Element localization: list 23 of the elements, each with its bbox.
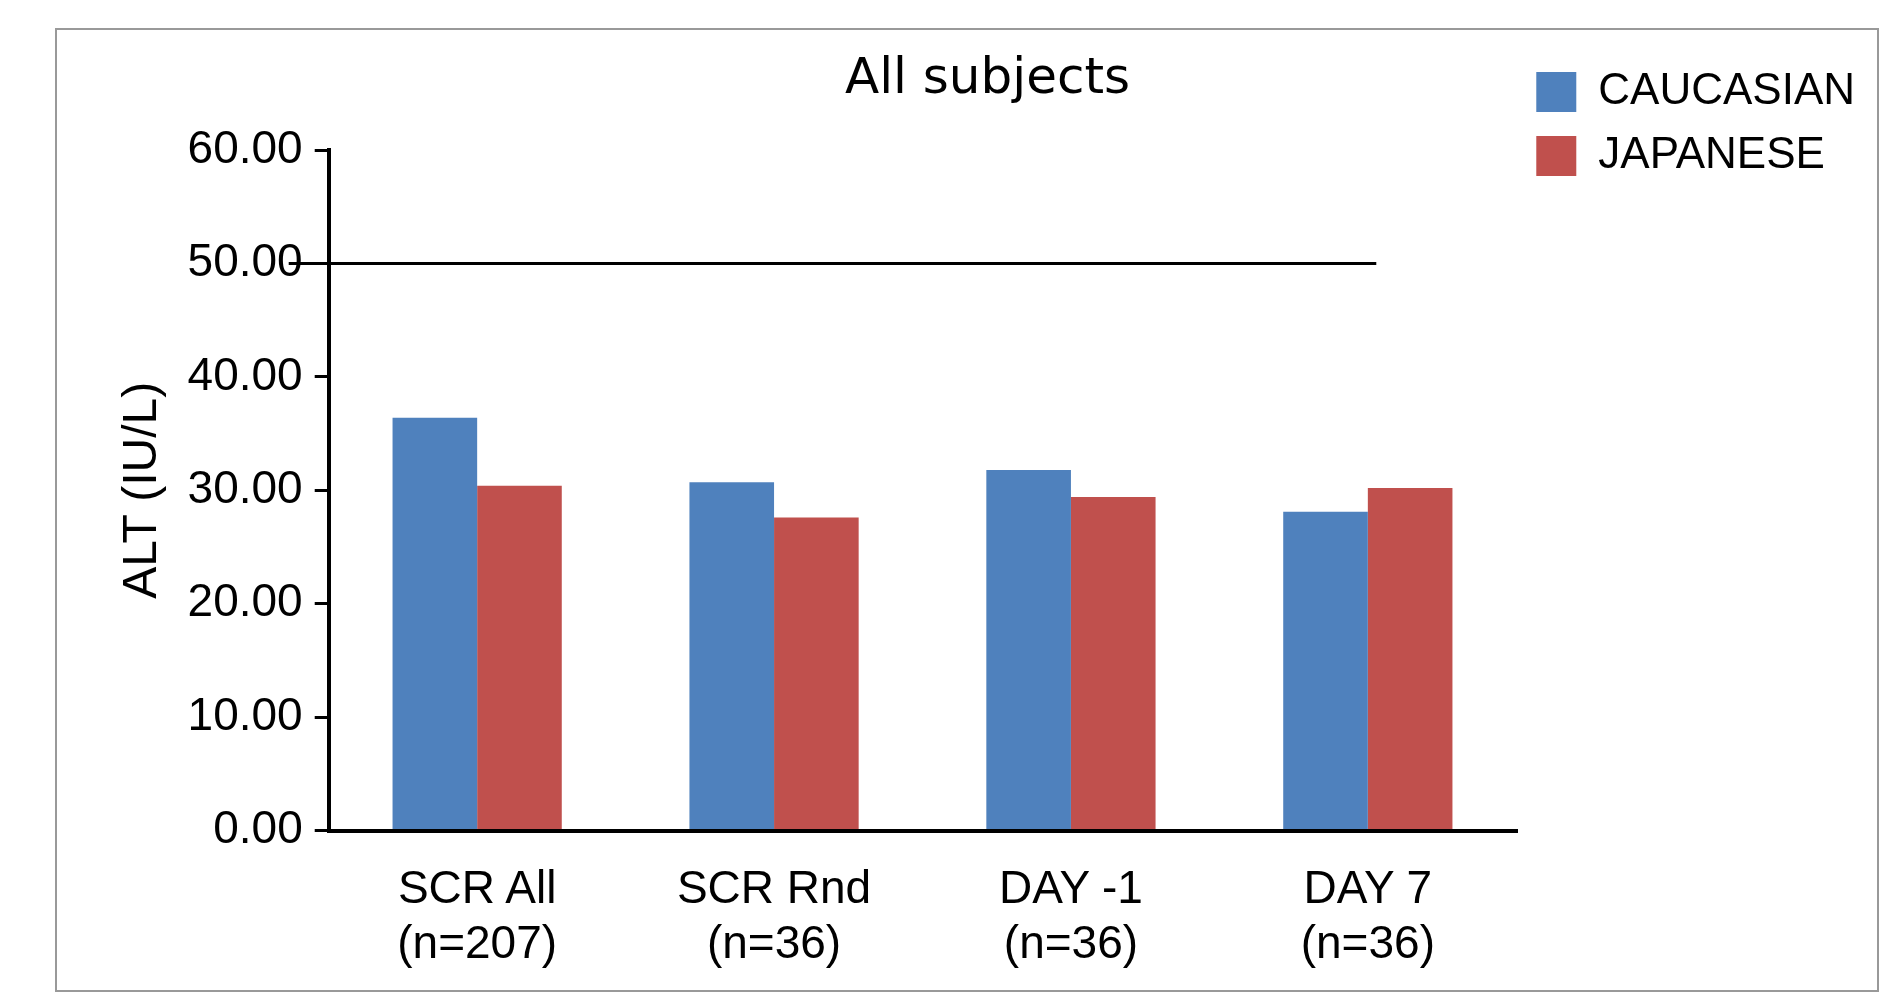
bar [1367,488,1453,830]
legend-label: CAUCASIAN [1598,64,1855,114]
x-tick-label: SCR Rnd (n=36) [676,860,872,969]
bar [1070,497,1156,830]
x-tick-label: DAY 7 (n=36) [1300,860,1435,969]
bar [392,417,478,830]
y-tick-label: 0.00 [213,801,303,854]
y-tick-label: 50.00 [187,234,303,287]
legend-label: JAPANESE [1598,128,1825,178]
y-tick-label: 30.00 [187,460,303,513]
y-axis-title: ALT (IU/L) [113,381,167,599]
bar [689,482,775,830]
bar [1283,511,1368,830]
y-tick-label: 40.00 [187,347,303,400]
x-tick-label: SCR All (n=207) [397,860,558,969]
bar [774,517,859,830]
x-tick-label: DAY -1 (n=36) [998,860,1143,969]
chart-title: All subjects [844,46,1131,105]
bar [986,469,1071,830]
y-tick-label: 10.00 [187,687,303,740]
y-tick-label: 20.00 [187,574,303,627]
y-tick-label: 60.00 [187,120,303,173]
bar [477,485,562,830]
